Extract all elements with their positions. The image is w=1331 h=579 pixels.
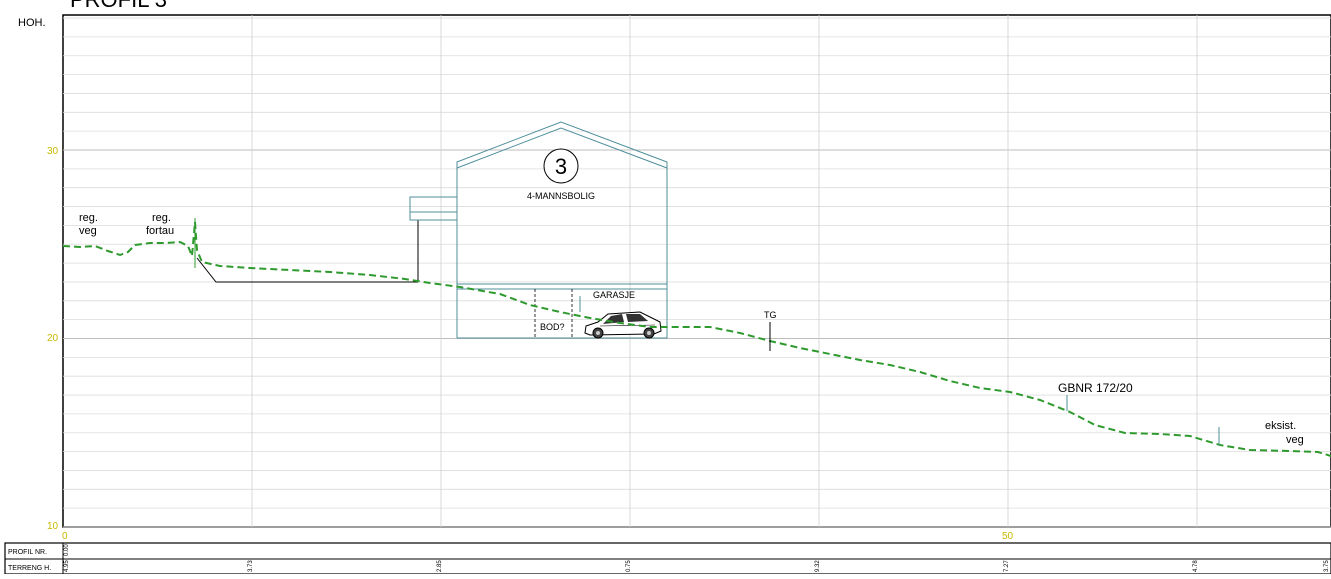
reg-veg-label-line1: reg. [79, 212, 98, 224]
planned-ground-line [196, 257, 418, 283]
terreng-value: 4.95 [64, 560, 70, 572]
terreng-value: 3.73 [248, 560, 254, 572]
building-outline [456, 121, 668, 339]
building-number-circle [543, 148, 579, 184]
gbnr-label: GBNR 172/20 [1058, 381, 1133, 395]
terreng-value: 9.32 [815, 560, 821, 572]
existing-terrain-line [62, 221, 1331, 457]
profil-nr-value: 0.00 [64, 544, 70, 556]
y-tick-label-30: 30 [47, 146, 59, 157]
reg-fortau-label-line1: reg. [152, 212, 171, 224]
canopy-box [409, 196, 458, 221]
x-tick-label-50: 50 [1002, 531, 1014, 542]
drawing-title: PROFIL 3 [70, 0, 167, 12]
plot-frame [62, 14, 1331, 528]
reg-fortau-label-line2: fortau [146, 225, 174, 237]
y-tick-label-10: 10 [47, 521, 59, 532]
building-name: 4-MANNSBOLIG [527, 191, 595, 201]
grid-minor [63, 17, 1331, 509]
tg-label: TG [764, 310, 777, 320]
eksist-veg-label-line2: veg [1286, 434, 1304, 446]
grid-major [63, 15, 1331, 528]
table-row1-label: PROFIL NR. [8, 549, 47, 556]
terreng-value: 7.27 [1004, 560, 1010, 572]
garage-label: GARASJE [593, 290, 635, 300]
y-axis-label: HOH. [18, 17, 46, 29]
terreng-value: 3.75 [1324, 560, 1330, 572]
car-icon [584, 311, 662, 339]
terreng-value: 2.85 [437, 560, 443, 572]
table-row2-label: TERRENG H. [8, 565, 51, 572]
building-3 [409, 121, 668, 339]
storage-label: BOD? [540, 322, 565, 332]
building-number: 3 [555, 154, 567, 179]
terreng-value: 4.78 [1193, 560, 1199, 572]
profile-table: PROFIL NR. TERRENG H. 0.00 4.95 3.73 2.85 0.… [4, 542, 1331, 575]
roof-inner-line [456, 127, 668, 169]
x-tick-label-0: 0 [62, 531, 68, 542]
eksist-veg-label-line1: eksist. [1265, 420, 1296, 432]
terreng-value: 0.75 [626, 560, 632, 572]
reg-veg-label-line2: veg [79, 225, 97, 237]
y-tick-label-20: 20 [47, 333, 59, 344]
